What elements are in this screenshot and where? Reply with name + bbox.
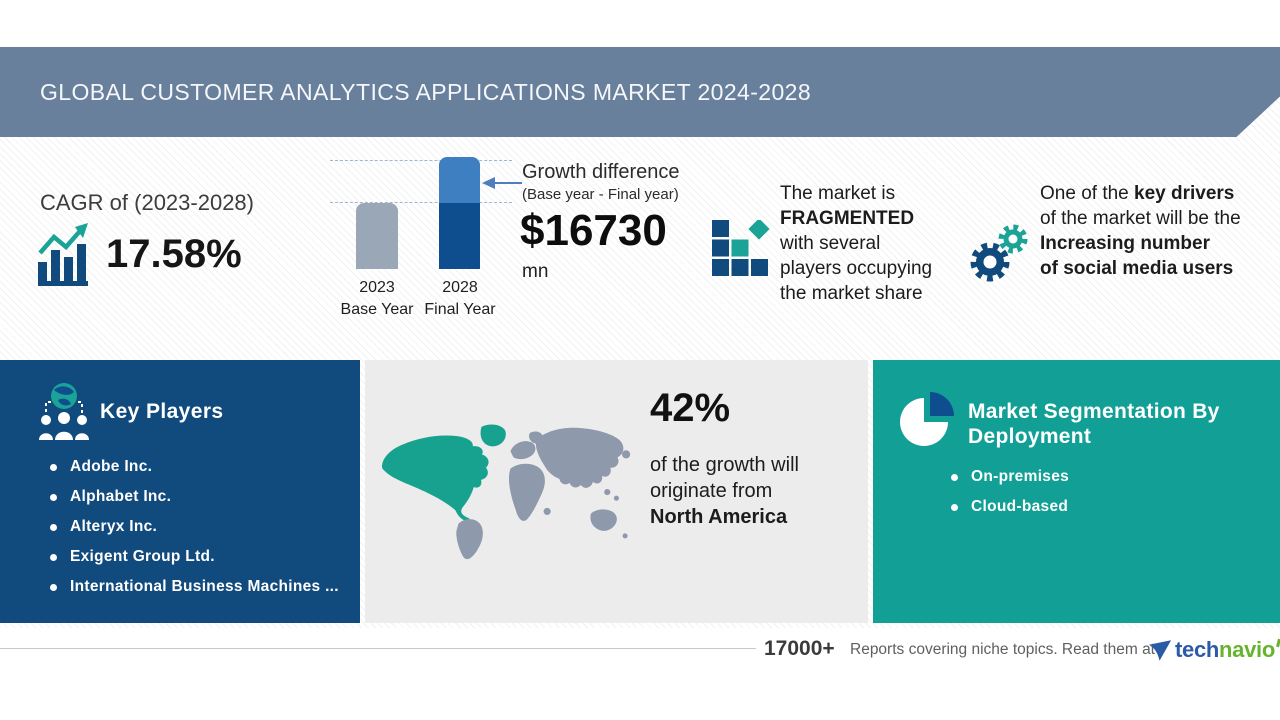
segmentation-panel: Market Segmentation By Deployment On-pre…	[873, 360, 1280, 623]
list-item: Alphabet Inc.	[50, 482, 339, 512]
key-player-name: International Business Machines ...	[70, 578, 339, 595]
technavio-logo[interactable]: tech navio	[1148, 637, 1280, 663]
globe-team-icon	[39, 383, 89, 440]
list-item: On-premises	[951, 462, 1069, 492]
bullet-dot	[951, 473, 958, 481]
growth-difference-unit: mn	[522, 261, 549, 282]
key-player-name: Adobe Inc.	[70, 458, 153, 475]
bar-2023	[356, 203, 398, 269]
segment-name: On-premises	[971, 468, 1070, 485]
fragmented-market-text: The market is FRAGMENTED with several pl…	[780, 181, 932, 306]
pie-chart-icon	[900, 392, 954, 446]
cagr-value: 17.58%	[106, 232, 242, 276]
bullet-dot	[50, 583, 57, 591]
list-item: Exigent Group Ltd.	[50, 542, 339, 572]
left-arrow-icon	[482, 177, 522, 189]
technavio-arrow-icon	[1148, 639, 1172, 661]
bullet-dot	[50, 553, 57, 561]
key-players-list: Adobe Inc. Alphabet Inc. Alteryx Inc. Ex…	[50, 452, 339, 602]
segmentation-list: On-premises Cloud-based	[951, 462, 1069, 522]
key-players-panel: Key Players Adobe Inc. Alphabet Inc. Alt…	[0, 360, 360, 623]
list-item: Cloud-based	[951, 492, 1069, 522]
list-item: Adobe Inc.	[50, 452, 339, 482]
segmentation-title-line2: Deployment	[968, 425, 1092, 448]
key-driver-text: One of the key drivers of the market wil…	[1040, 181, 1241, 281]
growth-difference-subtitle: (Base year - Final year)	[522, 186, 679, 203]
driver-line1-normal: One of the	[1040, 183, 1135, 204]
region-line1: of the growth will	[650, 454, 799, 476]
driver-line1-bold: key drivers	[1134, 183, 1235, 204]
dashed-refline-base	[330, 202, 512, 203]
page-title: GLOBAL CUSTOMER ANALYTICS APPLICATIONS M…	[40, 78, 812, 105]
footer-divider	[0, 648, 756, 649]
growth-bar-chart-icon	[38, 223, 88, 286]
cagr-label: CAGR of (2023-2028)	[40, 190, 254, 215]
region-line2: originate from	[650, 480, 773, 502]
bullet-dot	[951, 503, 958, 511]
bar-sublabel-2023: Base Year	[340, 301, 414, 318]
growth-difference-value: $16730	[520, 206, 667, 255]
list-item: International Business Machines ...	[50, 572, 339, 602]
fragmented-line2: FRAGMENTED	[780, 208, 915, 229]
region-growth-panel: 42% of the growth will originate from No…	[365, 360, 868, 623]
bar-label-2023: 2023	[359, 279, 395, 296]
fragmented-line1: The market is	[780, 183, 896, 204]
segment-name: Cloud-based	[971, 498, 1069, 515]
bar-2028-growth-segment	[439, 157, 480, 203]
region-name: North America	[650, 506, 788, 528]
fragmented-line3: with several	[780, 233, 881, 254]
bullet-dot	[50, 523, 57, 531]
bar-label-2028: 2028	[442, 279, 478, 296]
gears-icon	[970, 224, 1028, 282]
driver-line4: of social media users	[1040, 258, 1234, 279]
footer-text: Reports covering niche topics. Read them…	[850, 641, 1155, 658]
region-growth-percent: 42%	[650, 386, 731, 430]
brand-text-navio: navio	[1219, 637, 1276, 662]
bar-sublabel-2028: Final Year	[424, 301, 496, 318]
key-player-name: Alphabet Inc.	[70, 488, 172, 505]
world-map	[381, 424, 631, 560]
growth-bar-chart: 2023 Base Year 2028 Final Year	[330, 150, 522, 320]
bullet-dot	[50, 493, 57, 501]
fragmented-squares-icon	[712, 220, 770, 276]
segmentation-title: Market Segmentation By Deployment	[968, 399, 1220, 449]
key-players-title: Key Players	[100, 400, 224, 423]
header-bar: GLOBAL CUSTOMER ANALYTICS APPLICATIONS M…	[0, 47, 1280, 137]
bar-2028	[439, 203, 480, 269]
fragmented-line4: players occupying	[780, 258, 933, 279]
fragmented-line5: the market share	[780, 283, 923, 304]
brand-trademark-tick	[1276, 638, 1280, 648]
dashed-refline-final	[330, 160, 512, 161]
region-growth-text: of the growth will originate from North …	[650, 452, 799, 530]
growth-difference-title: Growth difference	[522, 161, 680, 183]
brand-text-tech: tech	[1175, 637, 1220, 662]
driver-line2: of the market will be the	[1040, 208, 1241, 229]
bullet-dot	[50, 463, 57, 471]
list-item: Alteryx Inc.	[50, 512, 339, 542]
segmentation-title-line1: Market Segmentation By	[968, 400, 1220, 423]
footer-report-count: 17000+	[764, 637, 835, 660]
key-player-name: Exigent Group Ltd.	[70, 548, 215, 565]
key-player-name: Alteryx Inc.	[70, 518, 158, 535]
driver-line3: Increasing number	[1040, 233, 1210, 254]
